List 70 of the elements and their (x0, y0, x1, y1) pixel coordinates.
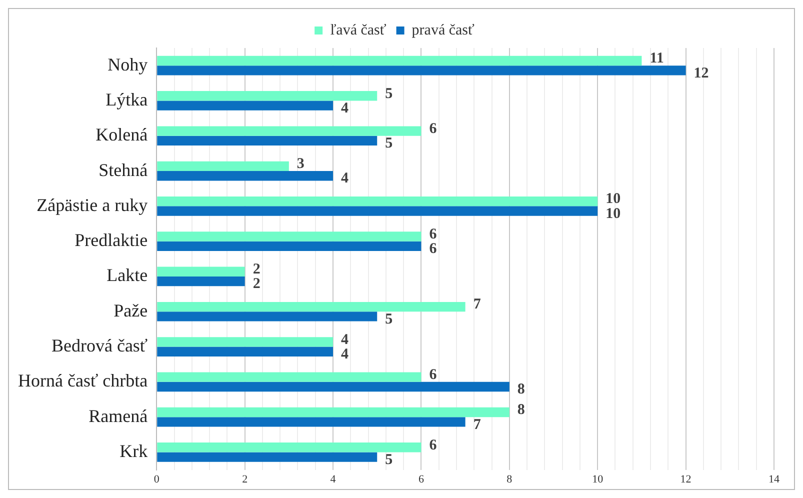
data-label: 3 (296, 156, 304, 172)
y-tick-label: Horná časť chrbta (18, 370, 148, 391)
data-label: 8 (517, 382, 525, 398)
data-label: 5 (385, 136, 393, 152)
bar (157, 417, 466, 427)
y-tick-label: Nohy (108, 54, 148, 74)
bar (157, 302, 466, 312)
y-tick-label: Bedrová časť (51, 336, 148, 356)
data-label: 12 (694, 65, 709, 82)
y-tick-label: Paže (114, 300, 148, 320)
data-label: 11 (650, 50, 664, 67)
y-tick-label: Predlaktie (74, 230, 148, 250)
legend-label: ľavá časť (330, 22, 387, 38)
data-label: 6 (429, 120, 438, 137)
data-label: 4 (341, 170, 350, 187)
bar (157, 66, 686, 76)
bar (157, 276, 245, 286)
bar (157, 337, 334, 347)
data-label: 4 (341, 100, 350, 116)
x-tick-label: 0 (154, 473, 160, 486)
bar (157, 372, 422, 382)
x-tick-label: 12 (680, 473, 692, 486)
data-label: 10 (606, 191, 621, 208)
bar (157, 407, 510, 418)
bar (157, 312, 378, 322)
data-label: 2 (252, 276, 260, 292)
data-label: 5 (385, 452, 393, 468)
data-label: 5 (385, 86, 393, 102)
data-label: 6 (429, 241, 438, 258)
data-label: 6 (429, 437, 438, 454)
bar (157, 171, 334, 181)
data-label: 6 (429, 226, 438, 242)
y-tick-label: Lýtka (106, 89, 148, 110)
data-label: 6 (429, 366, 438, 383)
data-label: 7 (473, 296, 482, 313)
bar (157, 206, 598, 216)
data-label: 10 (606, 206, 621, 222)
legend-label: pravá časť (412, 22, 476, 38)
y-tick-label: Ramená (88, 406, 148, 426)
bar (157, 382, 510, 392)
x-tick-label: 8 (506, 473, 513, 486)
bar (157, 56, 642, 66)
data-label: 4 (341, 332, 350, 348)
data-label: 7 (473, 416, 482, 433)
y-tick-label: Krk (120, 440, 148, 461)
x-tick-label: 10 (592, 473, 604, 486)
bar (157, 232, 422, 242)
bar (157, 136, 378, 146)
data-label: 8 (517, 402, 525, 418)
y-tick-label: Kolená (96, 124, 148, 145)
x-tick-label: 14 (768, 473, 780, 486)
y-tick-label: Zápästie a ruky (36, 194, 148, 215)
bar (157, 126, 422, 136)
data-label: 2 (252, 262, 260, 278)
data-label: 5 (385, 311, 393, 328)
data-label: 4 (341, 346, 350, 362)
bar (157, 241, 422, 251)
y-tick-label: Lakte (106, 265, 148, 286)
x-tick-label: 4 (330, 473, 336, 486)
bar (157, 452, 378, 462)
bar (157, 266, 245, 276)
bar (157, 196, 598, 206)
bar (157, 161, 289, 172)
bar (157, 100, 334, 110)
bar (157, 91, 378, 101)
y-tick-label: Stehná (98, 160, 148, 180)
bar (157, 346, 334, 356)
x-tick-label: 2 (242, 473, 248, 486)
bar (157, 442, 422, 452)
x-tick-label: 6 (418, 473, 424, 486)
